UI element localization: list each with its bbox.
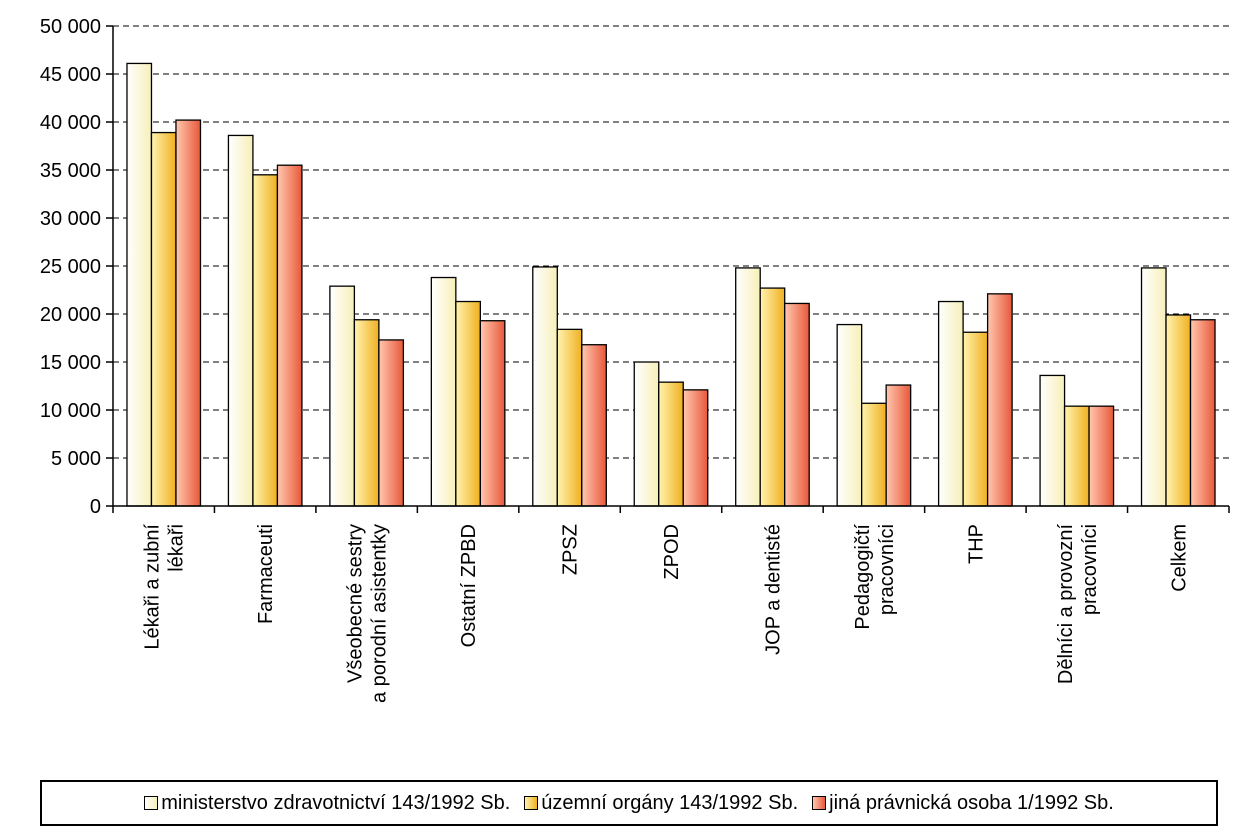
- bar: [430, 276, 457, 507]
- y-tick-label: 0: [90, 496, 101, 518]
- bar: [633, 361, 660, 507]
- bar: [227, 134, 254, 507]
- bar: [532, 266, 558, 507]
- bar: [885, 384, 912, 507]
- bar: [556, 328, 583, 507]
- legend-item-ministerstvo: ministerstvo zdravotnictví 143/1992 Sb.: [144, 792, 510, 815]
- category-label: ZPOD: [661, 524, 683, 580]
- y-tick-label: 35 000: [40, 160, 101, 182]
- category-label: Farmaceuti: [255, 524, 277, 624]
- bar: [836, 323, 863, 507]
- legend-swatch: [144, 796, 159, 810]
- bar: [1189, 319, 1216, 507]
- category-label: Všeobecné sestry a porodní asistentky: [345, 524, 391, 703]
- bar: [329, 285, 356, 507]
- bar: [353, 319, 380, 507]
- bar-chart: 0 5 000 10 000 15 000 20 000 25 000 30 000 35 0…: [40, 16, 1230, 703]
- y-tick-label: 50 000: [40, 16, 101, 38]
- bar: [1088, 405, 1115, 507]
- bar: [1140, 267, 1167, 507]
- bar: [986, 293, 1013, 507]
- bar: [479, 320, 506, 507]
- legend-item-jina: jiná právnická osoba 1/1992 Sb.: [812, 792, 1114, 815]
- y-tick-label: 40 000: [40, 112, 101, 134]
- bar: [861, 402, 887, 507]
- bar: [937, 300, 964, 507]
- category-label: Pedagogičtí pracovníci: [852, 524, 898, 630]
- bar: [252, 174, 279, 507]
- legend-label: ministerstvo zdravotnictví 143/1992 Sb.: [161, 791, 511, 814]
- bar: [682, 389, 709, 507]
- legend: ministerstvo zdravotnictví 143/1992 Sb. …: [40, 780, 1218, 826]
- legend-swatch: [812, 796, 827, 810]
- y-tick-label: 5 000: [51, 448, 101, 470]
- bar: [962, 331, 989, 507]
- bar: [759, 287, 786, 507]
- category-label: Ostatní ZPBD: [458, 524, 480, 647]
- y-tick-label: 15 000: [40, 352, 101, 374]
- bar: [150, 131, 177, 507]
- y-tick-label: 10 000: [40, 400, 101, 422]
- bars: [126, 62, 1216, 507]
- category-label: JOP a dentisté: [762, 524, 784, 655]
- bar: [581, 344, 607, 507]
- axes: [106, 25, 1230, 513]
- bar: [276, 164, 303, 507]
- bar: [1063, 405, 1090, 507]
- bar: [1039, 374, 1066, 507]
- legend-label: územní orgány 143/1992 Sb.: [541, 791, 799, 814]
- y-tick-label: 45 000: [40, 64, 101, 86]
- bar: [735, 267, 761, 507]
- category-label: Dělníci a provozní pracovníci: [1055, 524, 1101, 685]
- y-tick-labels: 0 5 000 10 000 15 000 20 000 25 000 30 000 35 0…: [40, 16, 101, 518]
- legend-label: jiná právnická osoba 1/1992 Sb.: [829, 791, 1114, 814]
- bar: [455, 300, 481, 507]
- x-tick-labels: Lékaři a zubní lékaři Farmaceuti Všeobecné …: [142, 524, 1191, 703]
- legend-swatch: [524, 796, 539, 810]
- legend-item-uzemni: územní orgány 143/1992 Sb.: [524, 792, 798, 815]
- category-label: ZPSZ: [560, 524, 582, 575]
- bar: [378, 339, 405, 507]
- y-tick-label: 30 000: [40, 208, 101, 230]
- category-label: THP: [965, 524, 987, 564]
- category-label: Celkem: [1168, 524, 1190, 592]
- bar: [1165, 314, 1192, 507]
- y-tick-label: 20 000: [40, 304, 101, 326]
- bar: [658, 381, 684, 507]
- y-tick-label: 25 000: [40, 256, 101, 278]
- category-label: Lékaři a zubní lékaři: [142, 524, 188, 650]
- bar: [175, 119, 202, 507]
- bar: [784, 302, 810, 507]
- bar: [126, 62, 153, 507]
